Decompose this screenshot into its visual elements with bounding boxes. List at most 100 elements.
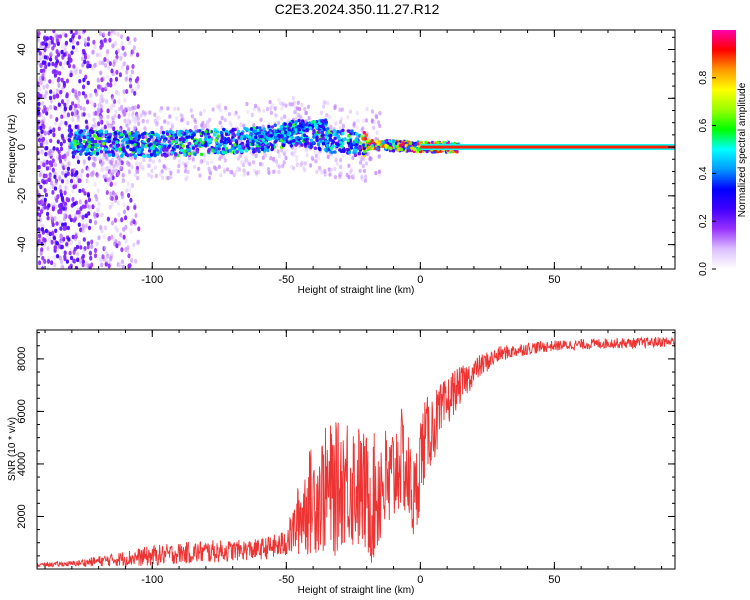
heatmap-cell xyxy=(103,124,107,130)
x-tick-label: -100 xyxy=(141,574,163,586)
heatmap-cell xyxy=(315,169,319,175)
heatmap-cell xyxy=(131,64,135,69)
heatmap-cell xyxy=(59,189,63,194)
heatmap-cell xyxy=(39,125,43,131)
heatmap-cell xyxy=(81,62,85,68)
heatmap-cell xyxy=(46,216,50,221)
heatmap-cell xyxy=(148,157,152,163)
heatmap-cell xyxy=(191,146,196,150)
heatmap-cell xyxy=(257,108,262,113)
heatmap-cell xyxy=(322,127,326,132)
heatmap-cell xyxy=(219,108,223,113)
heatmap-cell xyxy=(208,139,212,143)
heatmap-cell xyxy=(83,191,87,196)
heatmap-cell xyxy=(273,123,277,127)
heatmap-cell xyxy=(48,231,52,237)
heatmap-cell xyxy=(362,130,366,135)
heatmap-cell xyxy=(130,183,134,188)
heatmap-cell xyxy=(150,130,155,135)
heatmap-cell xyxy=(116,31,120,37)
heatmap-cell xyxy=(122,112,126,117)
heatmap-cell xyxy=(69,178,74,184)
heatmap-cell xyxy=(270,146,275,151)
heatmap-cell xyxy=(85,203,90,209)
heatmap-cell xyxy=(109,77,113,83)
heatmap-cell xyxy=(44,173,48,179)
heatmap-cell xyxy=(114,109,118,114)
heatmap-cell xyxy=(339,170,343,176)
heatmap-cell xyxy=(115,69,119,75)
heatmap-cell xyxy=(338,120,343,125)
heatmap-cell xyxy=(103,63,108,68)
heatmap-cell xyxy=(90,138,95,143)
heatmap-cell xyxy=(137,121,141,126)
heatmap-cell xyxy=(100,262,104,268)
heatmap-cell xyxy=(330,150,334,155)
heatmap-cell xyxy=(329,133,333,138)
heatmap-cell xyxy=(85,261,89,267)
heatmap-cell xyxy=(52,132,56,138)
heatmap-cell xyxy=(64,185,68,191)
heatmap-cell xyxy=(89,92,93,98)
heatmap-cell xyxy=(355,125,359,130)
heatmap-cell xyxy=(49,104,53,110)
colorbar-gradient xyxy=(712,30,736,269)
heatmap-cell xyxy=(66,171,70,177)
heatmap-cell xyxy=(58,184,62,190)
heatmap-cell xyxy=(108,132,112,137)
carrier-line-inner xyxy=(420,145,675,149)
heatmap-cell xyxy=(38,217,43,223)
heatmap-cell xyxy=(92,39,96,45)
heatmap-cell xyxy=(303,138,307,142)
heatmap-cell xyxy=(62,206,66,211)
heatmap-cell xyxy=(297,127,301,132)
heatmap-cell xyxy=(296,135,300,140)
heatmap-cell xyxy=(102,234,106,240)
heatmap-cell xyxy=(52,236,57,241)
heatmap-cell xyxy=(45,140,49,145)
heatmap-cell xyxy=(37,110,41,116)
heatmap-cell xyxy=(178,137,182,142)
heatmap-cell xyxy=(292,139,296,143)
heatmap-cell xyxy=(58,159,63,164)
heatmap-cell xyxy=(63,60,67,66)
heatmap-cell xyxy=(114,159,118,165)
heatmap-cell xyxy=(113,30,117,36)
heatmap-cell xyxy=(88,265,92,269)
heatmap-cell xyxy=(37,119,41,125)
heatmap-cell xyxy=(127,112,131,118)
heatmap-cell xyxy=(122,89,126,95)
heatmap-cell xyxy=(52,127,56,133)
heatmap-cell xyxy=(273,132,278,136)
heatmap-cell xyxy=(110,220,115,226)
heatmap-cell xyxy=(82,84,86,90)
heatmap-cell xyxy=(301,119,305,123)
heatmap-cell xyxy=(58,240,63,246)
heatmap-cell xyxy=(46,211,50,217)
heatmap-cell xyxy=(99,115,103,120)
heatmap-cell xyxy=(277,134,282,139)
heatmap-cell xyxy=(95,196,99,202)
heatmap-cell xyxy=(71,188,75,194)
heatmap-cell xyxy=(86,60,90,65)
heatmap-cell xyxy=(135,161,139,166)
heatmap-cell xyxy=(59,141,63,147)
heatmap-cell xyxy=(277,153,281,158)
heatmap-cell xyxy=(78,130,82,135)
heatmap-cell xyxy=(166,175,170,181)
heatmap-cell xyxy=(188,141,192,146)
heatmap-cell xyxy=(248,162,252,167)
heatmap-cell xyxy=(71,88,75,94)
snr-frame xyxy=(36,329,676,570)
heatmap-cell xyxy=(74,69,78,75)
heatmap-cell xyxy=(112,164,116,169)
heatmap-cell xyxy=(347,174,351,180)
heatmap-cell xyxy=(62,113,67,119)
heatmap-cell xyxy=(109,191,113,197)
heatmap-cell xyxy=(96,148,100,153)
heatmap-cell xyxy=(338,107,342,113)
heatmap-cell xyxy=(76,103,80,109)
heatmap-cell xyxy=(105,190,109,196)
heatmap-cell xyxy=(92,134,96,138)
heatmap-cell xyxy=(338,140,343,144)
